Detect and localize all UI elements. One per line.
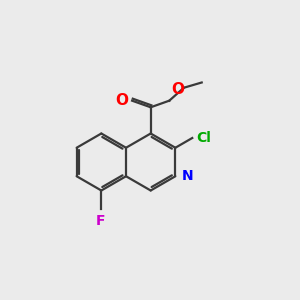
Text: Cl: Cl <box>196 131 211 145</box>
Text: O: O <box>171 82 184 97</box>
Text: F: F <box>96 214 106 228</box>
Text: N: N <box>182 169 194 183</box>
Text: O: O <box>116 93 128 108</box>
